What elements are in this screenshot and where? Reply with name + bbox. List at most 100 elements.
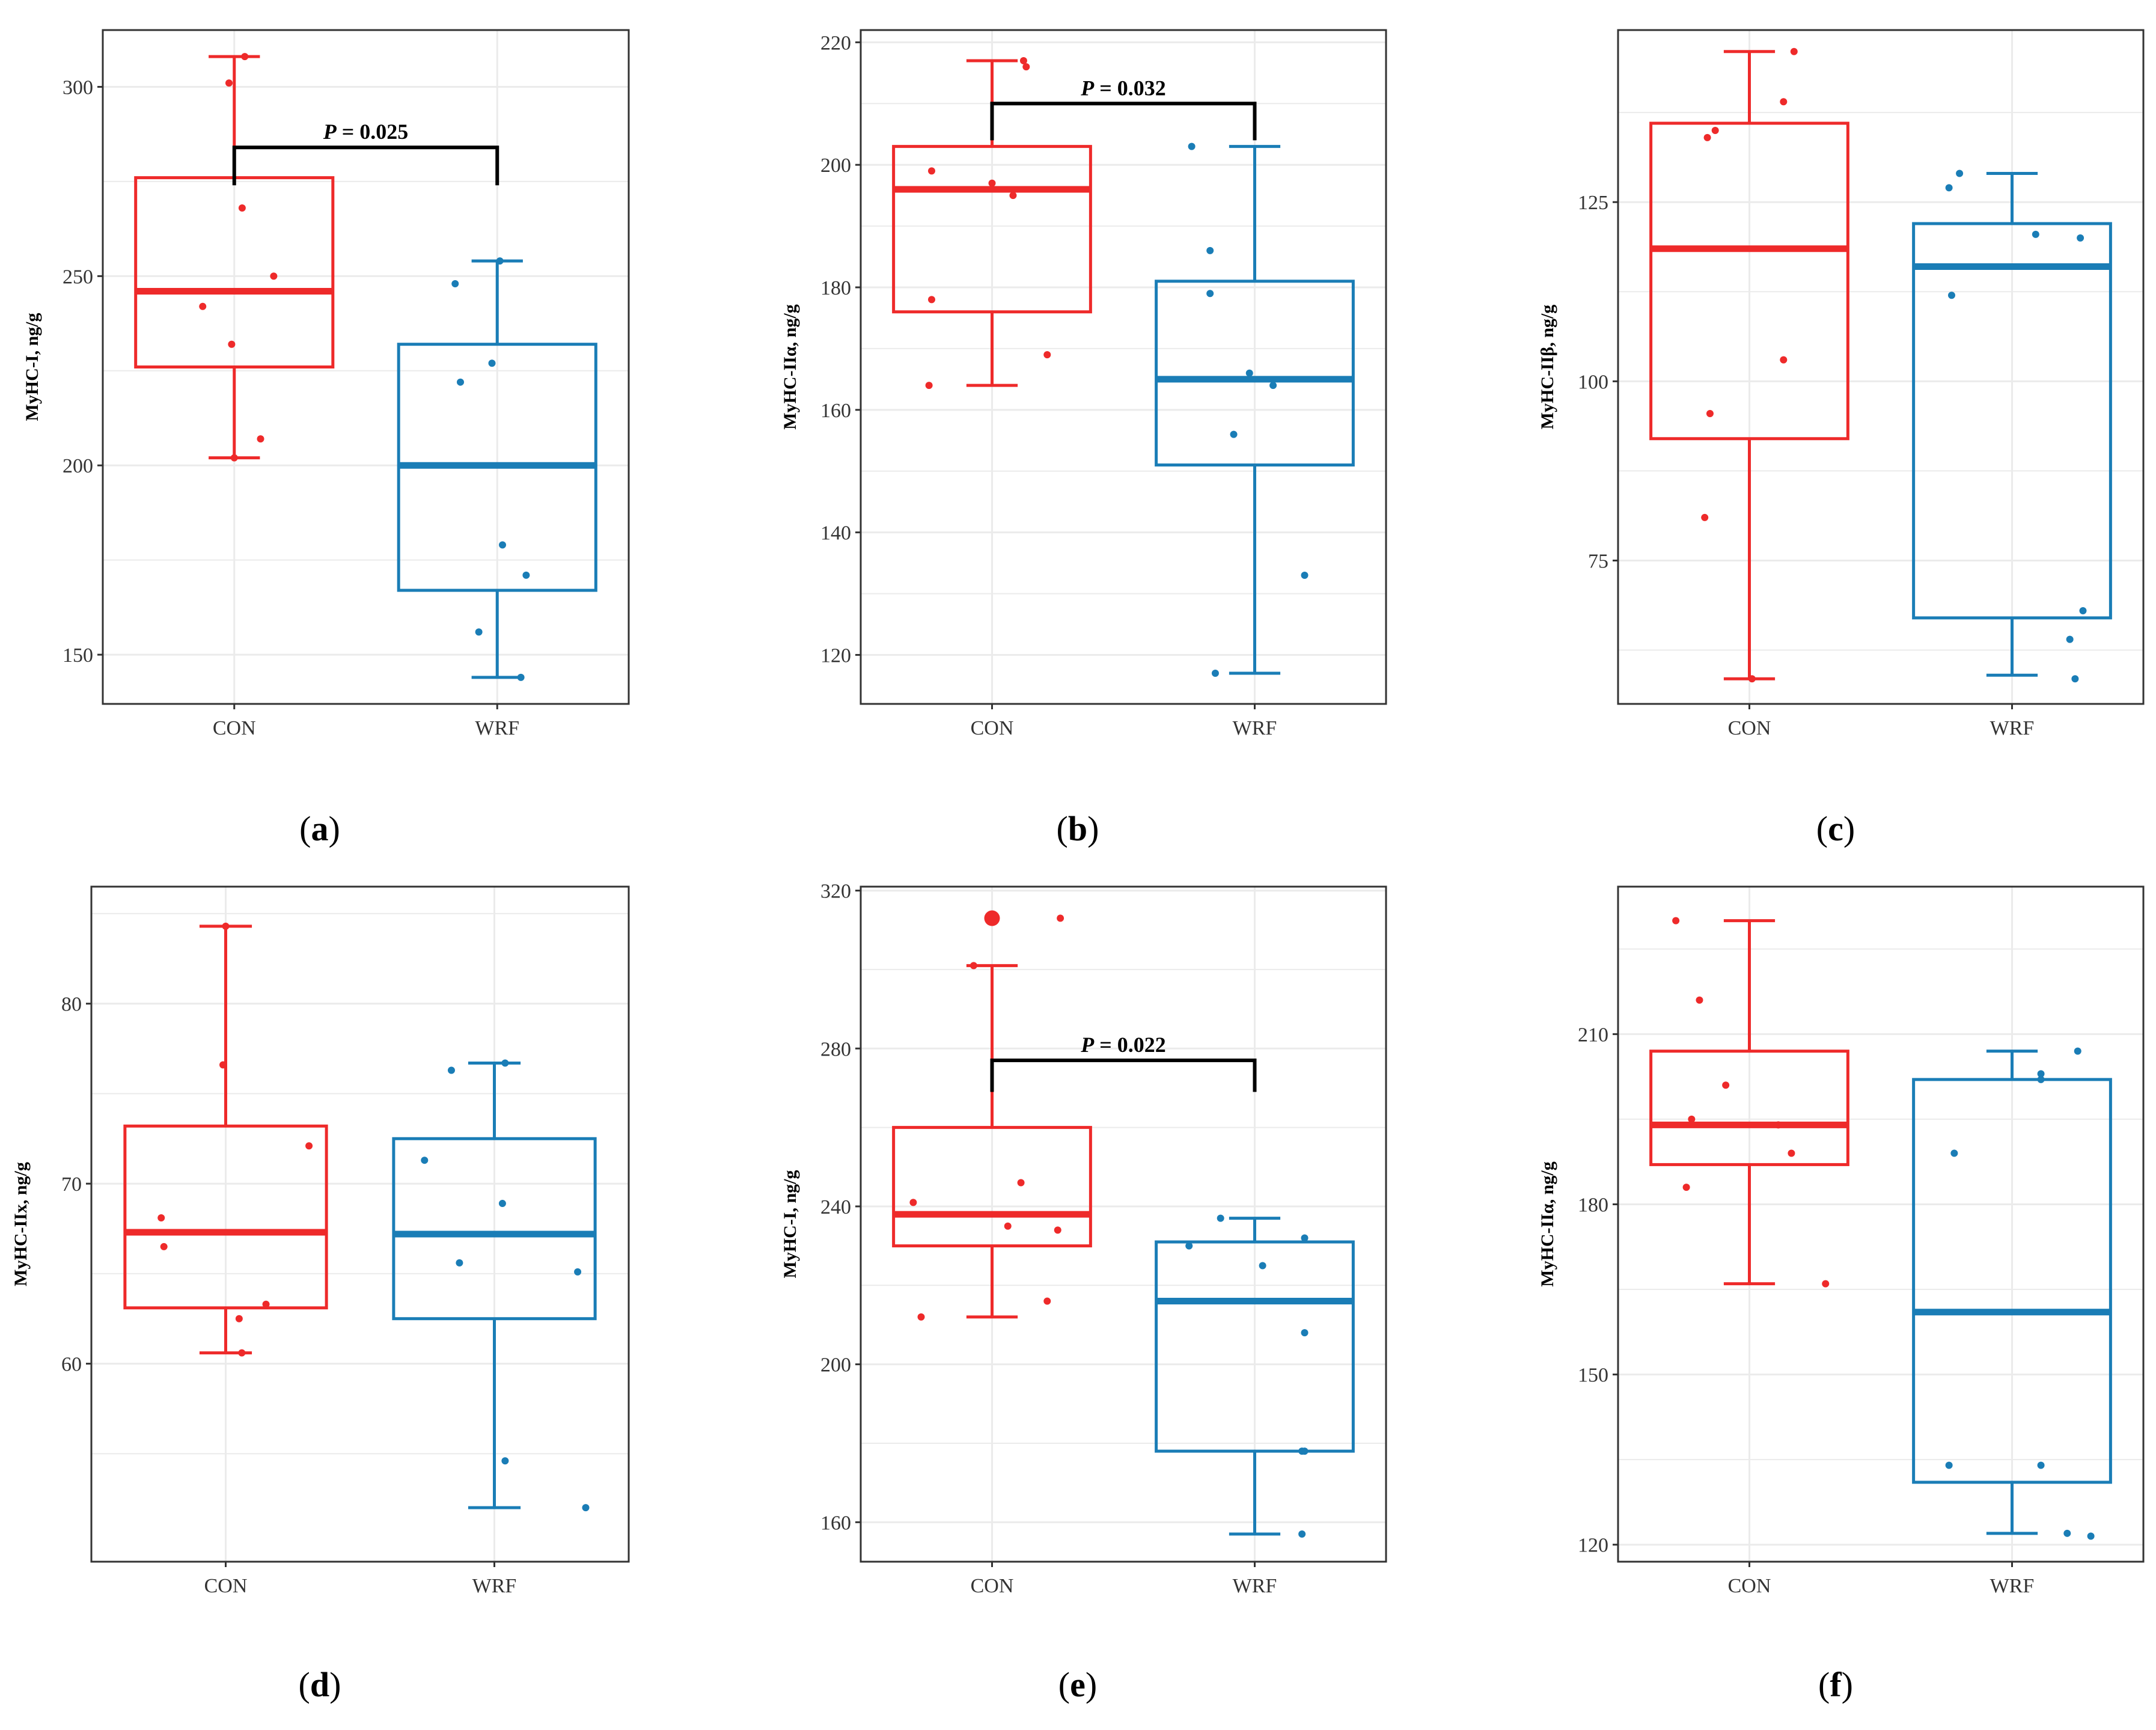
data-point-con — [1722, 1081, 1730, 1089]
panel-label: (c) — [1816, 809, 1855, 848]
data-point-con — [230, 454, 238, 462]
panel-label-close: ) — [1843, 809, 1855, 848]
data-point-wrf — [2074, 1047, 2081, 1055]
y-tick-label: 150 — [1578, 1365, 1608, 1387]
data-point-con — [235, 1315, 243, 1322]
y-tick-label: 125 — [1578, 192, 1608, 214]
data-point-con — [1790, 47, 1798, 55]
data-point-con — [925, 382, 933, 390]
plot-frame — [1617, 885, 2145, 1563]
y-tick-label: 80 — [61, 994, 82, 1016]
y-tick-label: 210 — [1578, 1024, 1608, 1046]
data-point-con — [160, 1242, 168, 1250]
box-con — [1649, 919, 1849, 1286]
data-point-con — [1009, 192, 1017, 200]
box-iqr — [1912, 1078, 2112, 1484]
data-point-wrf — [2077, 234, 2084, 242]
data-point-wrf — [582, 1504, 590, 1512]
panel-label-letter: c — [1828, 809, 1843, 848]
data-point-con — [1701, 513, 1709, 521]
y-axis-title: MyHC-IIα, ng/g — [780, 304, 800, 429]
box-iqr — [1912, 222, 2112, 620]
panel-label-letter: e — [1070, 1665, 1086, 1704]
y-axis-title: MyHC-I, ng/g — [780, 1170, 800, 1279]
data-point-con — [1054, 1226, 1061, 1234]
data-point-con — [909, 1199, 917, 1206]
data-point-con — [970, 962, 977, 970]
data-point-wrf — [2063, 1529, 2071, 1537]
data-point-wrf — [1301, 1329, 1309, 1337]
panel-label-letter: f — [1830, 1665, 1842, 1704]
p-value-label: P = 0.032 — [1080, 76, 1166, 100]
y-axis-title: MyHC-I, ng/g — [22, 313, 42, 421]
data-point-con — [1057, 914, 1064, 922]
data-point-wrf — [451, 280, 459, 287]
p-symbol: P — [323, 120, 337, 144]
y-tick-label: 120 — [1578, 1535, 1608, 1557]
data-point-con — [305, 1142, 313, 1150]
panel-label-open: ( — [1058, 1665, 1070, 1704]
data-point-wrf — [1945, 1461, 1953, 1469]
y-tick-label: 150 — [63, 644, 93, 667]
p-symbol: P — [1080, 76, 1095, 100]
data-point-con — [222, 922, 230, 930]
x-tick-label-con: CON — [204, 1575, 248, 1597]
data-point-wrf — [1298, 1530, 1306, 1538]
data-point-con — [1780, 356, 1788, 364]
data-point-wrf — [499, 541, 506, 549]
data-point-wrf — [517, 673, 525, 681]
y-tick-label: 200 — [63, 455, 93, 477]
x-tick-label-con: CON — [971, 1575, 1014, 1597]
y-tick-label: 300 — [63, 76, 93, 99]
data-point-wrf — [456, 1259, 463, 1267]
panel-label-close: ) — [1842, 1665, 1853, 1704]
plot-frame — [860, 29, 1387, 705]
y-tick-label: 160 — [820, 400, 851, 422]
data-point-wrf — [501, 1059, 509, 1067]
data-point-wrf — [1947, 292, 1955, 299]
box-iqr — [892, 1126, 1092, 1248]
data-point-wrf — [421, 1157, 429, 1164]
y-tick-label: 140 — [820, 522, 851, 545]
y-tick-label: 160 — [820, 1512, 851, 1534]
data-point-con — [1822, 1280, 1830, 1288]
data-point-con — [1703, 133, 1711, 141]
p-value-label: P = 0.022 — [1080, 1033, 1166, 1057]
y-tick-label: 120 — [820, 644, 851, 667]
plot-frame — [90, 885, 630, 1563]
panel-label: (f) — [1818, 1665, 1853, 1704]
data-point-con — [927, 296, 935, 304]
data-point-con — [1017, 1179, 1025, 1187]
y-tick-label: 180 — [1578, 1194, 1608, 1216]
data-point-wrf — [1301, 571, 1309, 579]
outlier-point — [984, 910, 1000, 926]
data-point-wrf — [488, 359, 496, 367]
data-point-con — [270, 272, 278, 280]
data-point-wrf — [1245, 369, 1253, 377]
data-point-con — [241, 53, 249, 61]
data-point-wrf — [2087, 1532, 2095, 1540]
data-point-wrf — [1211, 670, 1219, 677]
data-point-con — [228, 340, 236, 348]
box-wrf — [392, 1061, 597, 1509]
x-tick-label-wrf: WRF — [1233, 1575, 1277, 1597]
panel-label: (e) — [1058, 1665, 1097, 1704]
box-wrf — [1155, 1217, 1355, 1536]
data-point-con — [1043, 1297, 1051, 1305]
data-point-con — [238, 1349, 246, 1357]
data-point-wrf — [1956, 170, 1964, 177]
panel-label-open: ( — [1818, 1665, 1830, 1704]
data-point-con — [1022, 63, 1030, 71]
panel-c: 75 100 125 CON WRF MyHC-IIβ, ng/g (c) — [1538, 29, 2145, 848]
data-point-con — [1788, 1149, 1795, 1157]
data-point-con — [917, 1313, 925, 1321]
data-point-wrf — [2032, 230, 2039, 238]
data-point-wrf — [1945, 184, 1953, 192]
data-point-con — [1672, 917, 1680, 925]
data-point-con — [1774, 1121, 1782, 1129]
data-point-wrf — [522, 571, 530, 579]
panel-label: (d) — [299, 1665, 341, 1704]
panel-label-open: ( — [1816, 809, 1828, 848]
data-point-wrf — [1206, 290, 1214, 298]
